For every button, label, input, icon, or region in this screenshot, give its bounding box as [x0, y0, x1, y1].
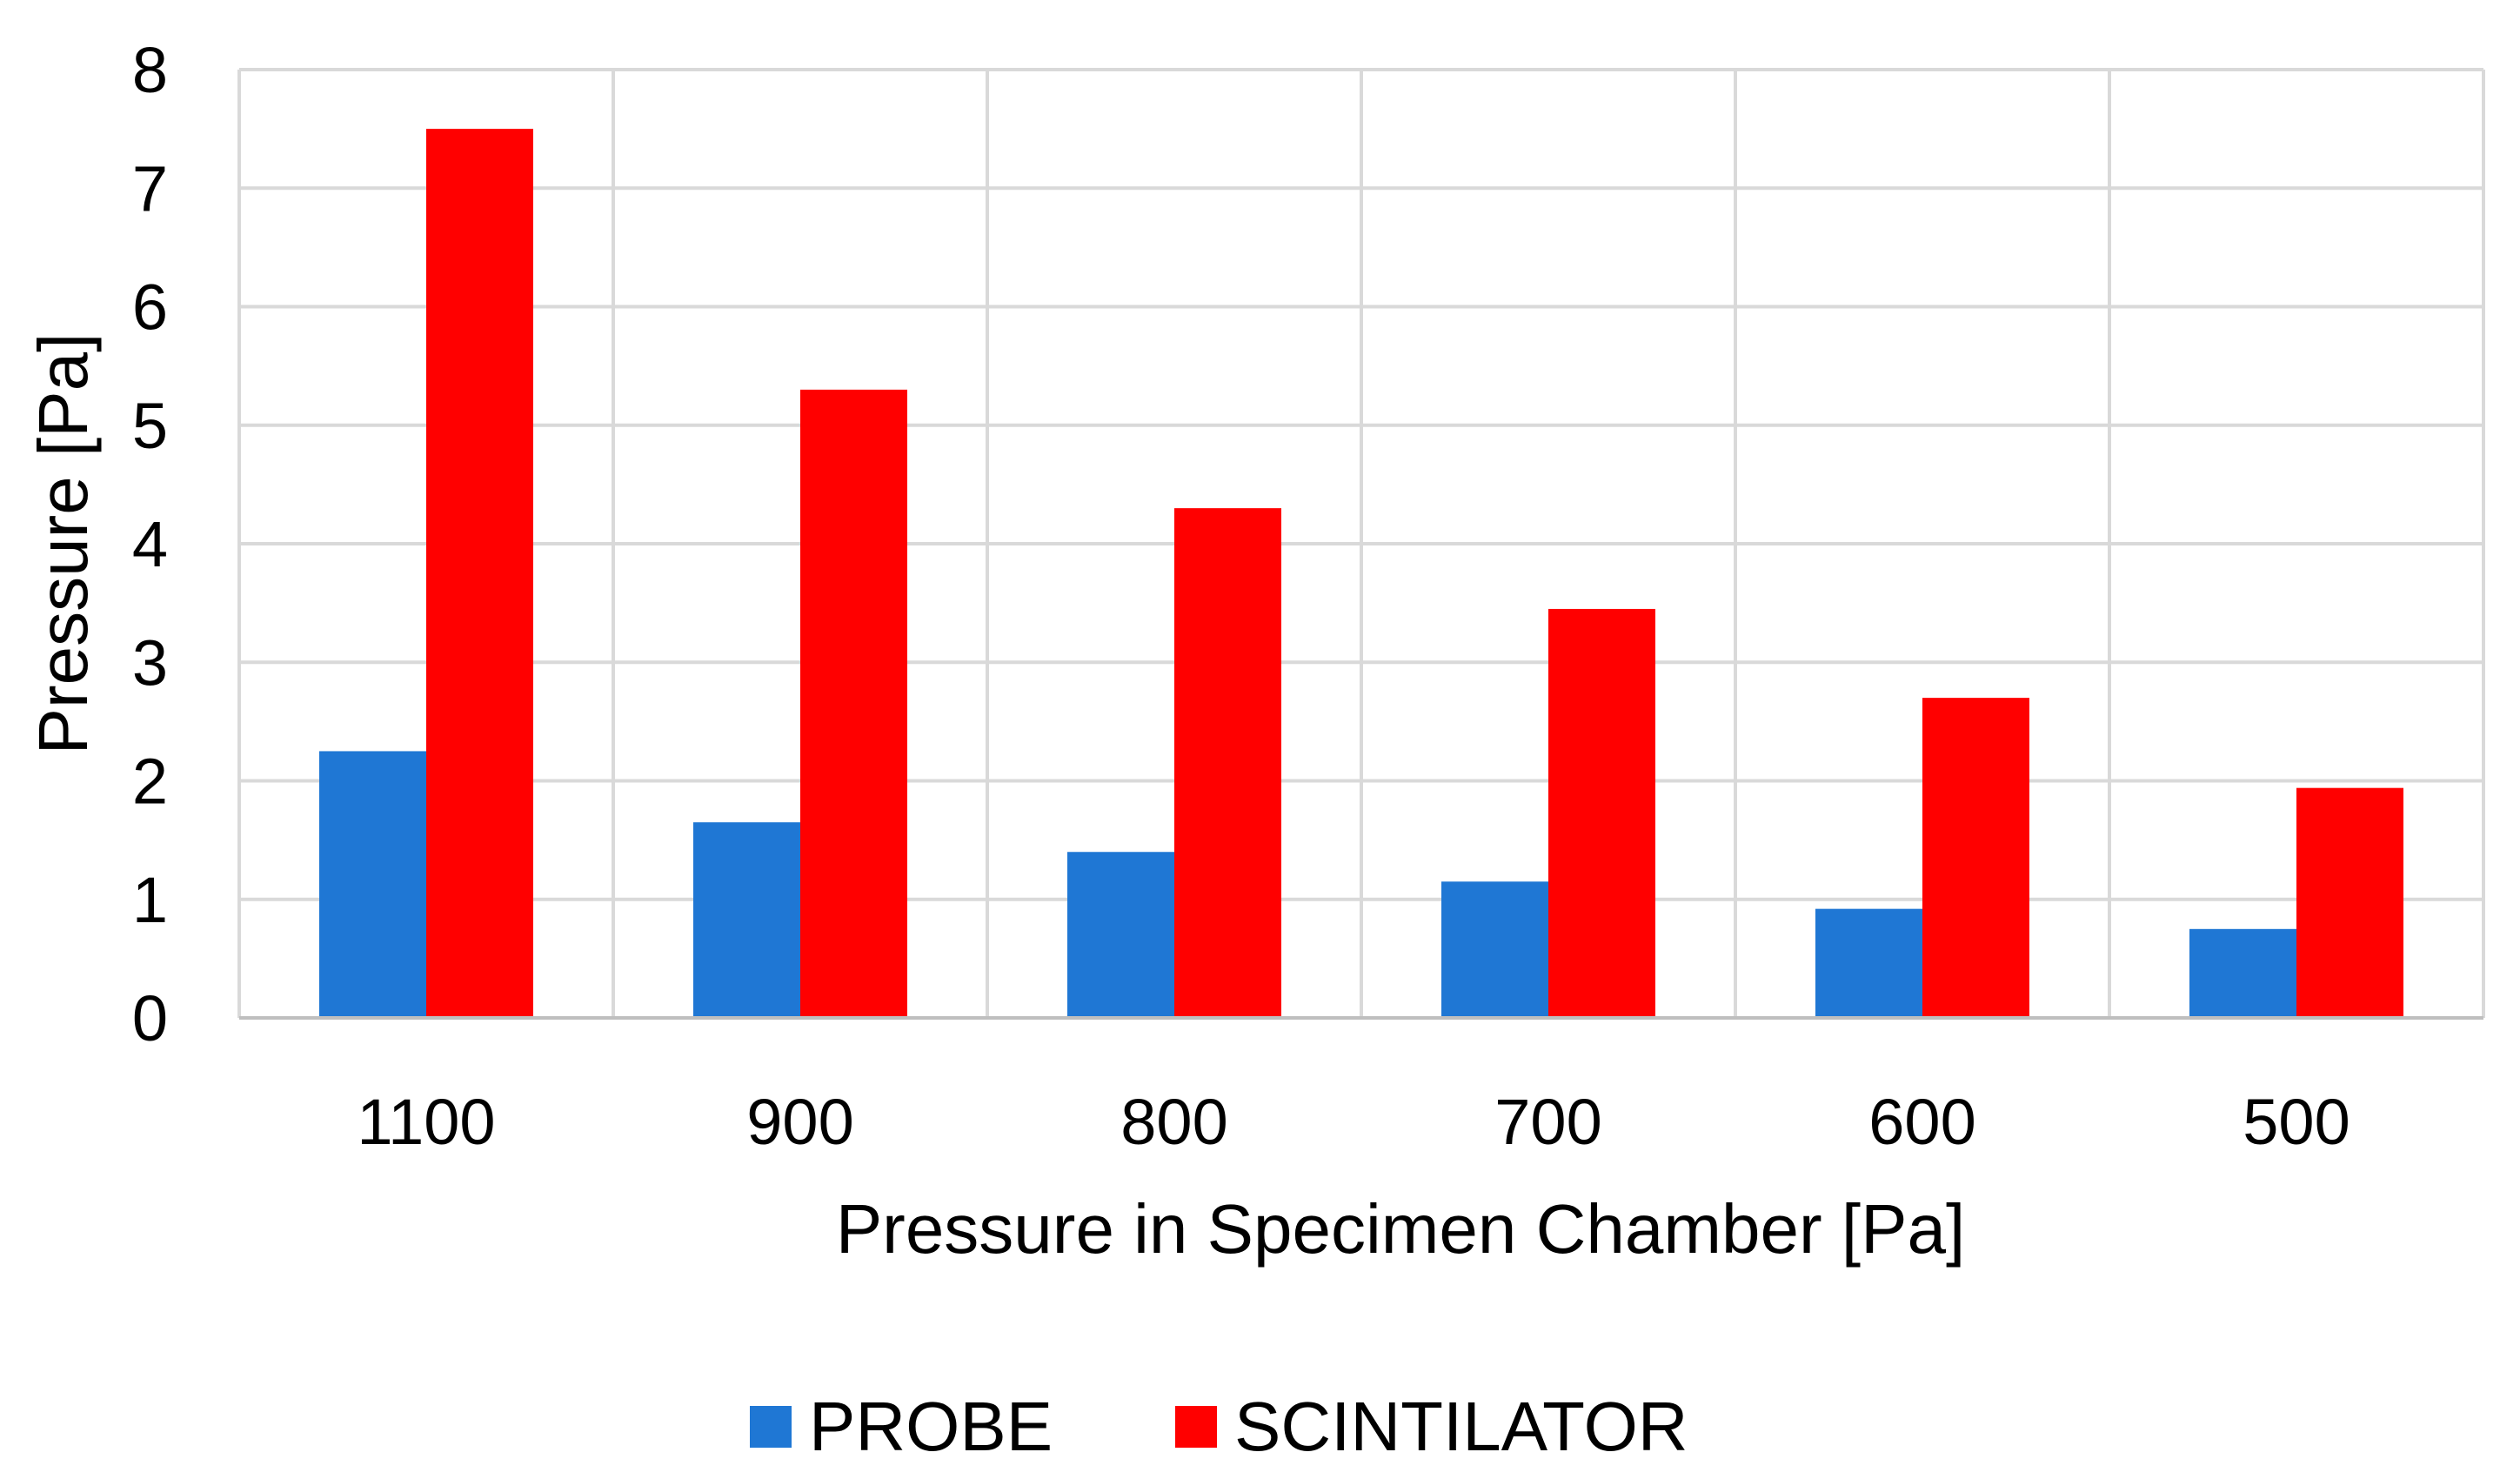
bar-probe [1441, 881, 1548, 1018]
bar-probe [693, 822, 800, 1018]
bar-scintilator [1174, 508, 1281, 1018]
bar-probe [2189, 928, 2296, 1018]
bar-scintilator [1922, 698, 2029, 1018]
legend-swatch-probe [750, 1406, 792, 1448]
y-tick-label: 4 [132, 508, 168, 580]
x-axis-title: Pressure in Specimen Chamber [Pa] [836, 1190, 1965, 1268]
bar-scintilator [1548, 608, 1655, 1018]
y-tick-label: 1 [132, 864, 168, 936]
y-tick-label: 2 [132, 746, 168, 818]
x-tick-label: 700 [1494, 1086, 1601, 1158]
bar-probe [1067, 852, 1174, 1018]
legend: PROBE SCINTILATOR [750, 1388, 1688, 1465]
y-tick-label: 5 [132, 390, 168, 462]
legend-label-probe: PROBE [809, 1388, 1053, 1465]
x-tick-labels: 1100 900 800 700 600 500 [357, 1086, 2350, 1158]
legend-swatch-scintilator [1175, 1406, 1217, 1448]
y-tick-label: 7 [132, 152, 168, 224]
legend-label-scintilator: SCINTILATOR [1234, 1388, 1688, 1465]
x-tick-label: 800 [1120, 1086, 1227, 1158]
y-tick-label: 8 [132, 34, 168, 106]
bar-probe [1815, 908, 1922, 1018]
y-axis-title: Pressure [Pa] [24, 333, 102, 755]
bars [319, 129, 2403, 1018]
bar-probe [319, 751, 426, 1018]
bar-scintilator [426, 129, 533, 1018]
x-tick-label: 900 [746, 1086, 853, 1158]
bar-scintilator [2296, 787, 2403, 1018]
y-tick-label: 0 [132, 982, 168, 1054]
y-tick-label: 3 [132, 626, 168, 699]
x-tick-label: 500 [2243, 1086, 2350, 1158]
y-tick-label: 6 [132, 271, 168, 344]
gridlines [237, 68, 2485, 1018]
bar-scintilator [800, 389, 907, 1018]
x-tick-label: 1100 [357, 1086, 495, 1158]
x-tick-label: 600 [1868, 1086, 1975, 1158]
y-tick-labels: 0 1 2 3 4 5 6 7 8 [132, 34, 168, 1054]
